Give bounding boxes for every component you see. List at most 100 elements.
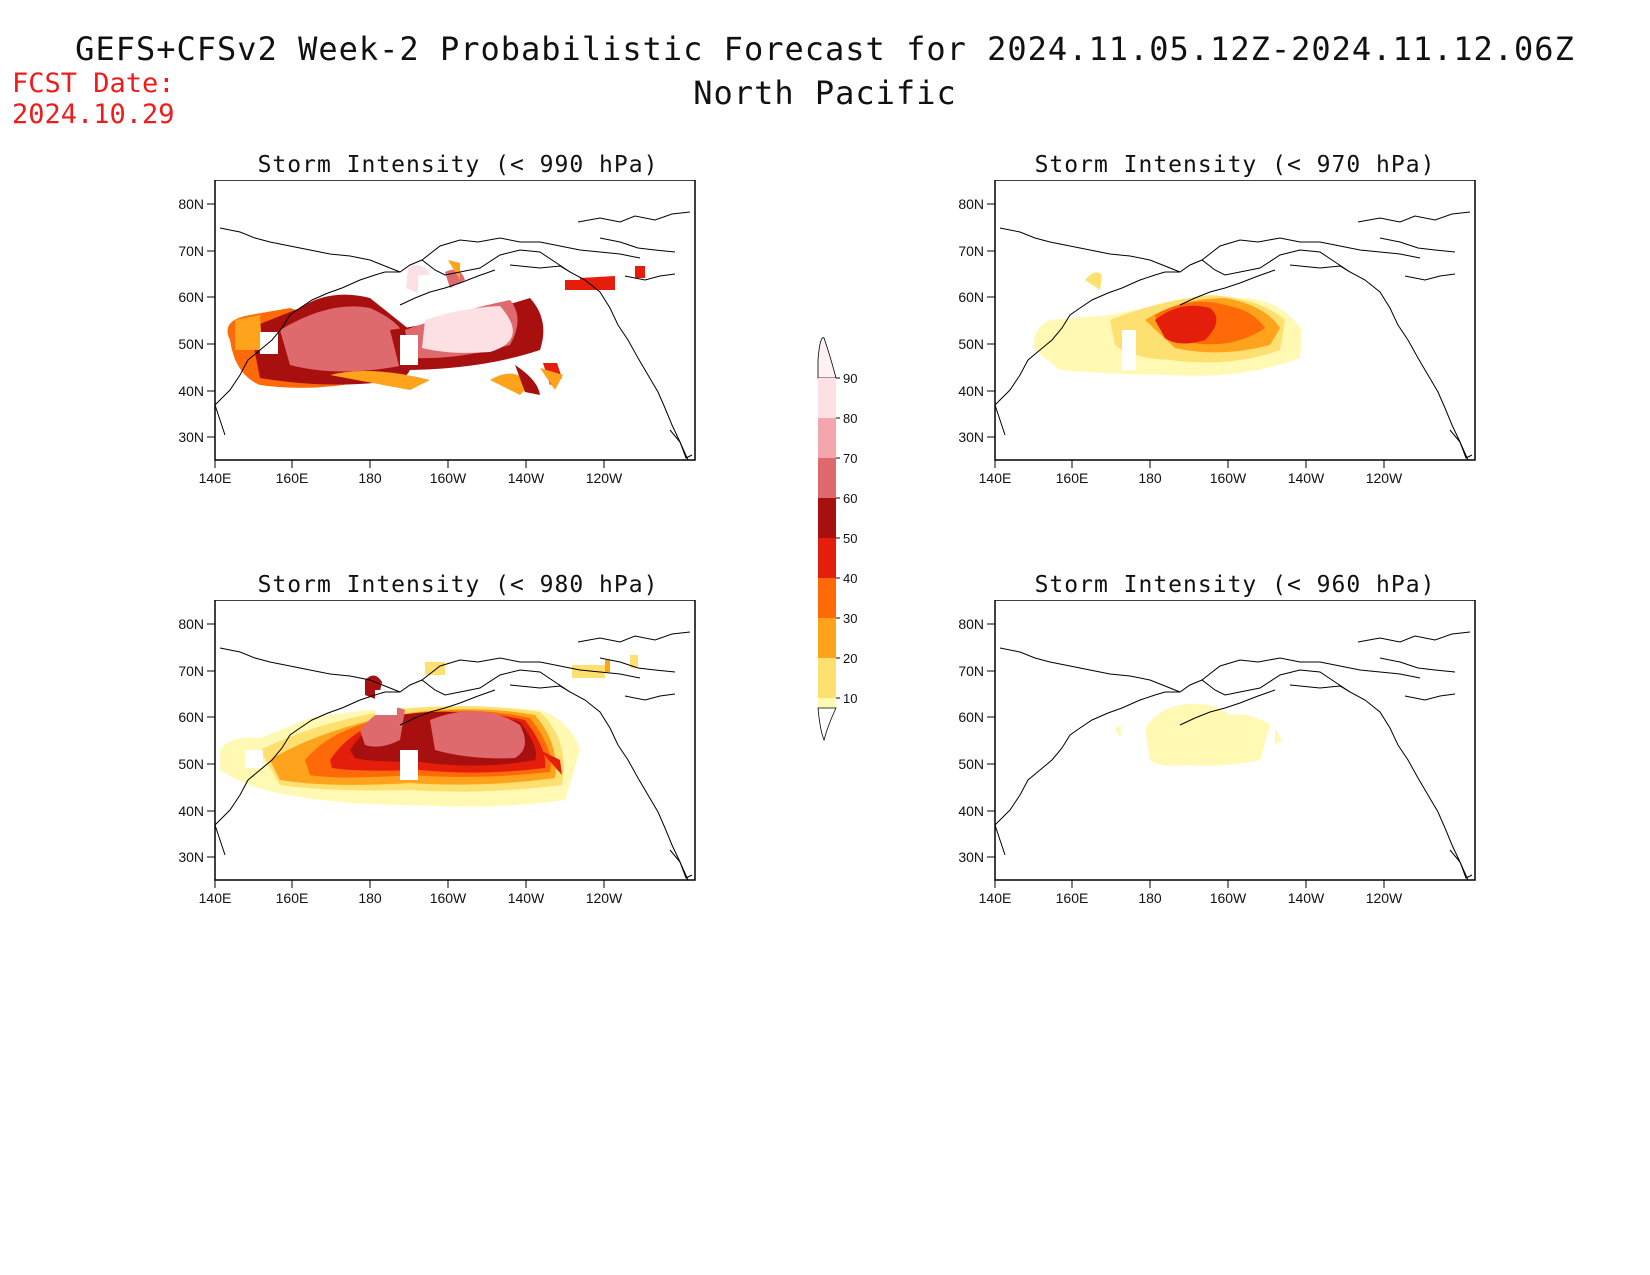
lat-label: 80N <box>178 616 204 632</box>
colorbar-bin <box>818 578 836 618</box>
lon-label: 140E <box>979 470 1012 486</box>
coastline <box>994 211 1473 461</box>
probability-field <box>1034 272 1302 376</box>
panel-980-map: 80N 70N 60N 50N 40N 30N 140E 160E 180 16… <box>178 600 696 906</box>
lat-label: 50N <box>958 756 984 772</box>
colorbar-bin <box>818 418 836 458</box>
lon-label: 140E <box>199 470 232 486</box>
probability-field <box>227 260 645 395</box>
lat-axis: 80N 70N 60N 50N 40N 30N <box>958 196 995 445</box>
colorbar-bin <box>818 698 836 708</box>
chart-title: GEFS+CFSv2 Week-2 Probabilistic Forecast… <box>0 30 1650 112</box>
map-frame <box>214 180 696 461</box>
forecast-date-label: FCST Date: <box>12 68 175 99</box>
lat-label: 60N <box>958 709 984 725</box>
lat-label: 30N <box>958 429 984 445</box>
colorbar-label: 80 <box>843 411 857 426</box>
colorbar-bottom-arrow <box>817 707 837 742</box>
lat-label: 70N <box>178 243 204 259</box>
lat-label: 50N <box>958 336 984 352</box>
lat-label: 70N <box>958 663 984 679</box>
lat-label: 70N <box>178 663 204 679</box>
lon-label: 160E <box>1056 470 1089 486</box>
colorbar: 90 80 70 60 50 40 30 20 10 <box>817 337 857 742</box>
colorbar-top-arrow <box>817 337 837 379</box>
lon-axis: 140E 160E 180 160W 140W 120W <box>979 880 1403 906</box>
lat-axis: 80N 70N 60N 50N 40N 30N <box>178 616 215 865</box>
lon-label: 140W <box>508 470 545 486</box>
forecast-date: FCST Date: 2024.10.29 <box>12 68 175 130</box>
lat-label: 50N <box>178 336 204 352</box>
lon-label: 160W <box>1210 470 1247 486</box>
lon-label: 160W <box>430 890 467 906</box>
lat-label: 30N <box>178 429 204 445</box>
probability-field <box>220 655 638 807</box>
lat-label: 30N <box>958 849 984 865</box>
forecast-date-value: 2024.10.29 <box>12 99 175 130</box>
lat-label: 60N <box>958 289 984 305</box>
lon-label: 180 <box>358 890 382 906</box>
lat-label: 60N <box>178 709 204 725</box>
lon-label: 140E <box>199 890 232 906</box>
lon-label: 120W <box>586 890 623 906</box>
lat-label: 40N <box>958 803 984 819</box>
lon-axis: 140E 160E 180 160W 140W 120W <box>199 880 623 906</box>
panel-970-title: Storm Intensity (< 970 hPa) <box>1034 152 1436 178</box>
lon-label: 140W <box>508 890 545 906</box>
lon-label: 120W <box>586 470 623 486</box>
lat-label: 50N <box>178 756 204 772</box>
colorbar-ticks <box>836 377 840 699</box>
lon-axis: 140E 160E 180 160W 140W 120W <box>199 460 623 486</box>
colorbar-label: 20 <box>843 651 857 666</box>
lat-axis: 80N 70N 60N 50N 40N 30N <box>958 616 995 865</box>
lon-label: 180 <box>358 470 382 486</box>
lat-label: 70N <box>958 243 984 259</box>
colorbar-labels: 90 80 70 60 50 40 30 20 10 <box>843 371 857 706</box>
colorbar-bin <box>818 658 836 698</box>
panel-960-map: 80N 70N 60N 50N 40N 30N 140E 160E 180 16… <box>958 600 1476 906</box>
panel-980-title: Storm Intensity (< 980 hPa) <box>257 572 659 598</box>
lon-label: 160W <box>1210 890 1247 906</box>
lat-label: 80N <box>958 616 984 632</box>
title-line-1: GEFS+CFSv2 Week-2 Probabilistic Forecast… <box>75 30 1575 68</box>
lat-label: 60N <box>178 289 204 305</box>
panel-990-title: Storm Intensity (< 990 hPa) <box>257 152 659 178</box>
panel-960-title: Storm Intensity (< 960 hPa) <box>1034 572 1436 598</box>
lat-label: 40N <box>178 383 204 399</box>
lon-label: 160W <box>430 470 467 486</box>
colorbar-label: 60 <box>843 491 857 506</box>
lat-label: 80N <box>178 196 204 212</box>
panel-990-map: 80N 70N 60N 50N 40N 30N 140E 160E 180 16… <box>178 180 696 486</box>
title-line-2: North Pacific <box>693 74 957 112</box>
coastline <box>214 631 693 881</box>
lat-label: 80N <box>958 196 984 212</box>
colorbar-label: 70 <box>843 451 857 466</box>
lon-axis: 140E 160E 180 160W 140W 120W <box>979 460 1403 486</box>
map-frame <box>994 180 1476 461</box>
lat-label: 40N <box>958 383 984 399</box>
lon-label: 180 <box>1138 470 1162 486</box>
lon-label: 120W <box>1366 470 1403 486</box>
lon-label: 180 <box>1138 890 1162 906</box>
colorbar-label: 30 <box>843 611 857 626</box>
lat-label: 30N <box>178 849 204 865</box>
colorbar-bin <box>818 538 836 578</box>
colorbar-label: 10 <box>843 691 857 706</box>
panel-970-map: 80N 70N 60N 50N 40N 30N 140E 160E 180 16… <box>958 180 1476 486</box>
lon-label: 120W <box>1366 890 1403 906</box>
lon-label: 140W <box>1288 890 1325 906</box>
lon-label: 160E <box>1056 890 1089 906</box>
probability-field <box>1115 703 1282 766</box>
colorbar-bin <box>818 618 836 658</box>
colorbar-label: 50 <box>843 531 857 546</box>
colorbar-label: 40 <box>843 571 857 586</box>
lon-label: 140E <box>979 890 1012 906</box>
map-frame <box>214 600 696 881</box>
coastline <box>214 211 693 461</box>
colorbar-bin <box>818 498 836 538</box>
lat-axis: 80N 70N 60N 50N 40N 30N <box>178 196 215 445</box>
map-frame <box>994 600 1476 881</box>
lon-label: 160E <box>276 890 309 906</box>
colorbar-bin <box>818 458 836 498</box>
colorbar-label: 90 <box>843 371 857 386</box>
